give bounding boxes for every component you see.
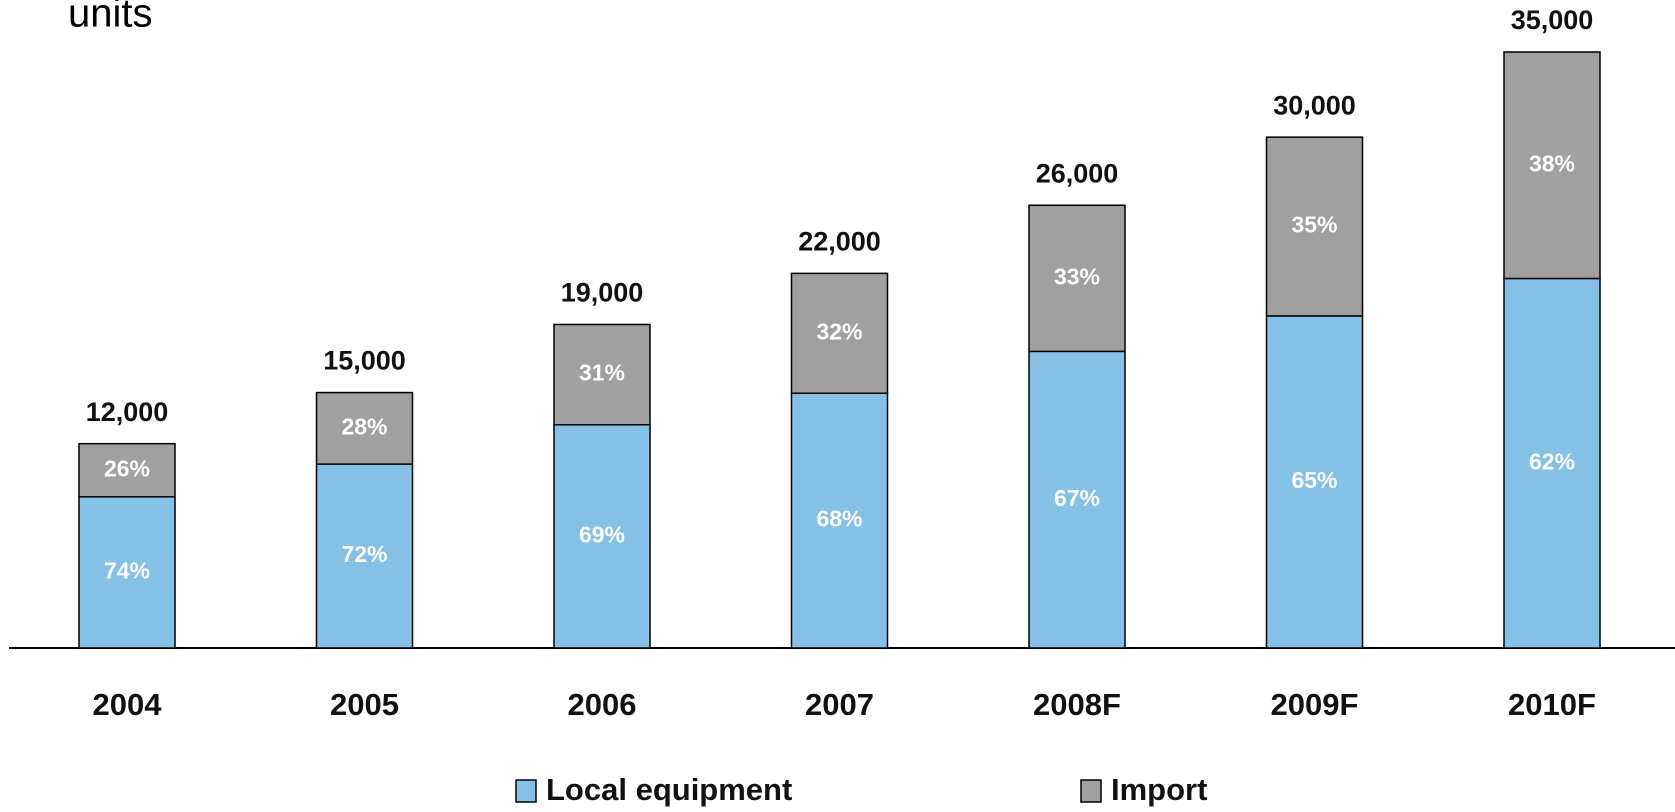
bar-segment (1265, 136, 1364, 317)
segment-label: 74% (104, 557, 150, 583)
legend-label: Local equipment (546, 772, 792, 807)
segment-label: 68% (816, 506, 862, 532)
total-label: 35,000 (1511, 5, 1594, 35)
segment-label: 32% (816, 318, 862, 344)
segment-label: 62% (1529, 448, 1575, 474)
bar-segment (1028, 204, 1126, 353)
segment-label: 69% (579, 521, 625, 547)
bar-segment (78, 496, 176, 649)
bar-segment (790, 272, 889, 395)
x-tick-label: 2005 (330, 687, 399, 722)
segment-label: 38% (1529, 150, 1575, 176)
bar-segment (1503, 51, 1601, 280)
segment-label: 72% (341, 541, 387, 567)
legend-swatch (1080, 779, 1102, 803)
segment-label: 26% (104, 455, 150, 481)
total-label: 19,000 (561, 278, 644, 308)
bar-segment (78, 442, 176, 498)
x-tick-label: 2006 (568, 687, 637, 722)
x-tick-label: 2010F (1508, 687, 1596, 722)
unit-label: units (68, 0, 153, 36)
x-tick-label: 2004 (93, 687, 163, 722)
total-label: 30,000 (1273, 90, 1356, 120)
segment-label: 65% (1291, 467, 1337, 493)
segment-label: 28% (341, 413, 387, 439)
segment-label: 33% (1054, 263, 1100, 289)
legend-swatch (515, 779, 537, 803)
x-tick-label: 2008F (1033, 687, 1121, 722)
x-tick-label: 2009F (1271, 687, 1359, 722)
legend-label: Import (1111, 772, 1207, 807)
bar-segment (315, 391, 414, 465)
total-label: 26,000 (1036, 158, 1119, 188)
segment-label: 67% (1054, 485, 1100, 511)
bar-segment (1265, 315, 1364, 649)
bar-segment (790, 392, 889, 649)
bar-segment (1503, 277, 1601, 649)
total-label: 12,000 (86, 397, 169, 427)
segment-label: 31% (579, 360, 625, 386)
bar-segment (553, 424, 651, 649)
bar-segment (1028, 350, 1126, 649)
segment-label: 35% (1291, 212, 1337, 238)
bar-segment (553, 323, 651, 426)
x-tick-label: 2007 (805, 687, 874, 722)
total-label: 15,000 (323, 346, 406, 376)
total-label: 22,000 (798, 226, 881, 256)
